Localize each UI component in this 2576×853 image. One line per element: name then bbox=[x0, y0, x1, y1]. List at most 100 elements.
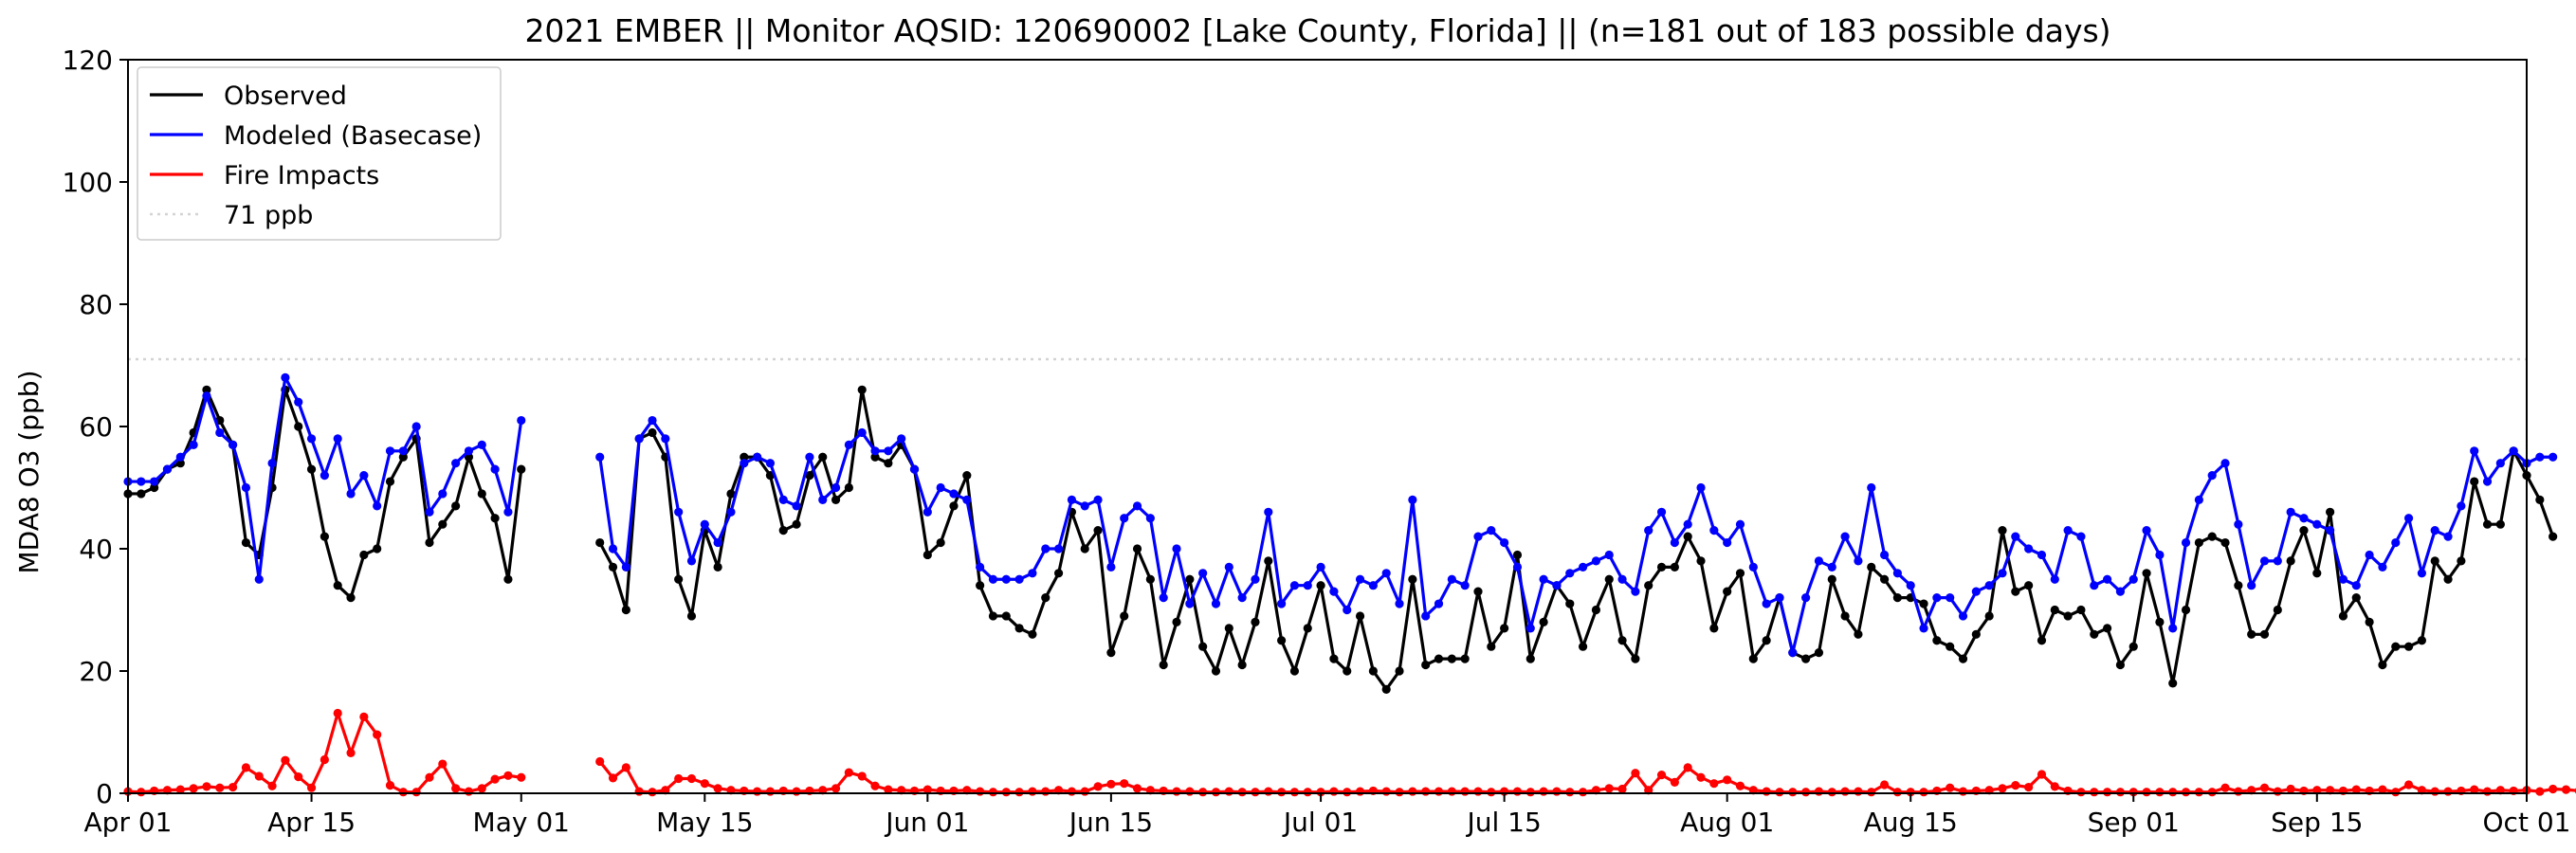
data-point-observed bbox=[2142, 569, 2151, 578]
data-point-observed bbox=[1434, 654, 1444, 663]
data-point-observed bbox=[870, 452, 880, 462]
data-point-modeled-basecase bbox=[1578, 562, 1588, 572]
data-point-modeled-basecase bbox=[753, 452, 762, 462]
data-point-observed bbox=[451, 501, 461, 511]
data-point-modeled-basecase bbox=[464, 446, 474, 456]
data-point-modeled-basecase bbox=[857, 427, 867, 438]
data-point-modeled-basecase bbox=[1984, 581, 1994, 590]
data-point-modeled-basecase bbox=[2142, 526, 2151, 535]
data-point-modeled-basecase bbox=[1067, 495, 1077, 505]
data-point-modeled-basecase bbox=[2115, 587, 2126, 596]
data-point-fire-impacts bbox=[1617, 784, 1627, 794]
data-point-modeled-basecase bbox=[923, 507, 932, 517]
data-point-fire-impacts bbox=[1552, 787, 1562, 796]
data-point-observed bbox=[1656, 562, 1667, 572]
data-point-observed bbox=[1539, 617, 1548, 627]
data-point-modeled-basecase bbox=[962, 495, 972, 505]
data-point-fire-impacts bbox=[1578, 788, 1588, 797]
data-point-observed bbox=[1080, 544, 1089, 554]
data-point-observed bbox=[1748, 654, 1758, 663]
data-point-fire-impacts bbox=[503, 771, 513, 780]
data-point-observed bbox=[2443, 574, 2453, 584]
data-point-observed bbox=[1919, 599, 1928, 608]
data-point-fire-impacts bbox=[346, 748, 356, 758]
data-point-modeled-basecase bbox=[1224, 562, 1233, 572]
data-point-fire-impacts bbox=[2234, 787, 2243, 796]
data-point-modeled-basecase bbox=[1001, 574, 1011, 584]
data-point-modeled-basecase bbox=[2470, 446, 2479, 456]
data-point-fire-impacts bbox=[844, 768, 853, 777]
data-point-observed bbox=[792, 519, 801, 529]
data-point-fire-impacts bbox=[438, 759, 448, 769]
data-point-modeled-basecase bbox=[1932, 593, 1942, 603]
data-point-modeled-basecase bbox=[373, 501, 382, 511]
data-point-fire-impacts bbox=[2037, 770, 2047, 779]
data-point-observed bbox=[2549, 532, 2558, 541]
data-point-modeled-basecase bbox=[1368, 581, 1378, 590]
data-point-observed bbox=[1971, 629, 1981, 639]
data-point-modeled-basecase bbox=[2207, 471, 2217, 481]
data-point-fire-impacts bbox=[1460, 787, 1470, 796]
legend-label-observed: Observed bbox=[224, 82, 347, 111]
data-point-fire-impacts bbox=[1172, 787, 1181, 796]
data-point-modeled-basecase bbox=[1487, 526, 1496, 535]
data-point-observed bbox=[1106, 648, 1116, 658]
data-point-fire-impacts bbox=[1892, 788, 1902, 797]
data-point-observed bbox=[726, 489, 736, 499]
data-point-modeled-basecase bbox=[778, 495, 788, 505]
data-point-modeled-basecase bbox=[1277, 599, 1287, 608]
data-point-fire-impacts bbox=[425, 772, 434, 782]
data-point-modeled-basecase bbox=[1998, 569, 2007, 578]
data-point-observed bbox=[438, 519, 448, 529]
data-point-modeled-basecase bbox=[490, 464, 500, 474]
data-point-observed bbox=[1762, 636, 1771, 645]
data-point-modeled-basecase bbox=[137, 477, 146, 486]
data-point-observed bbox=[1644, 581, 1653, 590]
data-point-modeled-basecase bbox=[870, 446, 880, 456]
data-point-observed bbox=[1460, 654, 1470, 663]
data-point-observed bbox=[621, 605, 630, 615]
data-point-fire-impacts bbox=[2470, 785, 2479, 794]
data-point-observed bbox=[1185, 574, 1195, 584]
data-point-modeled-basecase bbox=[2299, 514, 2309, 523]
data-point-modeled-basecase bbox=[411, 422, 421, 431]
data-point-fire-impacts bbox=[1670, 777, 1679, 787]
data-point-fire-impacts bbox=[1656, 771, 1667, 780]
data-point-fire-impacts bbox=[700, 779, 709, 789]
data-point-observed bbox=[1408, 574, 1417, 584]
data-point-observed bbox=[241, 537, 251, 548]
data-point-modeled-basecase bbox=[1264, 507, 1273, 517]
data-point-modeled-basecase bbox=[726, 507, 736, 517]
data-point-observed bbox=[2115, 660, 2126, 670]
data-point-fire-impacts bbox=[385, 781, 395, 790]
data-point-modeled-basecase bbox=[1106, 562, 1116, 572]
data-point-modeled-basecase bbox=[189, 440, 198, 449]
data-point-modeled-basecase bbox=[254, 574, 264, 584]
data-point-observed bbox=[2037, 636, 2047, 645]
data-point-observed bbox=[884, 459, 893, 468]
data-point-observed bbox=[1500, 624, 1509, 633]
data-point-modeled-basecase bbox=[1591, 556, 1601, 566]
data-point-modeled-basecase bbox=[1303, 581, 1312, 590]
data-point-observed bbox=[1670, 562, 1679, 572]
data-point-observed bbox=[1591, 605, 1601, 615]
data-point-modeled-basecase bbox=[2365, 550, 2374, 560]
data-point-modeled-basecase bbox=[634, 434, 644, 444]
data-point-modeled-basecase bbox=[1946, 593, 1955, 603]
data-point-observed bbox=[1801, 654, 1811, 663]
data-point-fire-impacts bbox=[1277, 788, 1287, 797]
data-point-observed bbox=[2024, 581, 2034, 590]
data-point-observed bbox=[2457, 556, 2466, 566]
data-point-modeled-basecase bbox=[792, 501, 801, 511]
data-point-observed bbox=[1132, 544, 1142, 554]
data-point-modeled-basecase bbox=[1329, 587, 1339, 596]
data-point-observed bbox=[137, 489, 146, 499]
data-point-observed bbox=[359, 550, 369, 560]
data-point-fire-impacts bbox=[1801, 788, 1811, 797]
data-point-fire-impacts bbox=[1735, 781, 1745, 790]
data-point-modeled-basecase bbox=[1617, 574, 1627, 584]
data-point-fire-impacts bbox=[1526, 788, 1535, 797]
data-point-modeled-basecase bbox=[385, 446, 395, 456]
data-point-modeled-basecase bbox=[1289, 581, 1300, 590]
